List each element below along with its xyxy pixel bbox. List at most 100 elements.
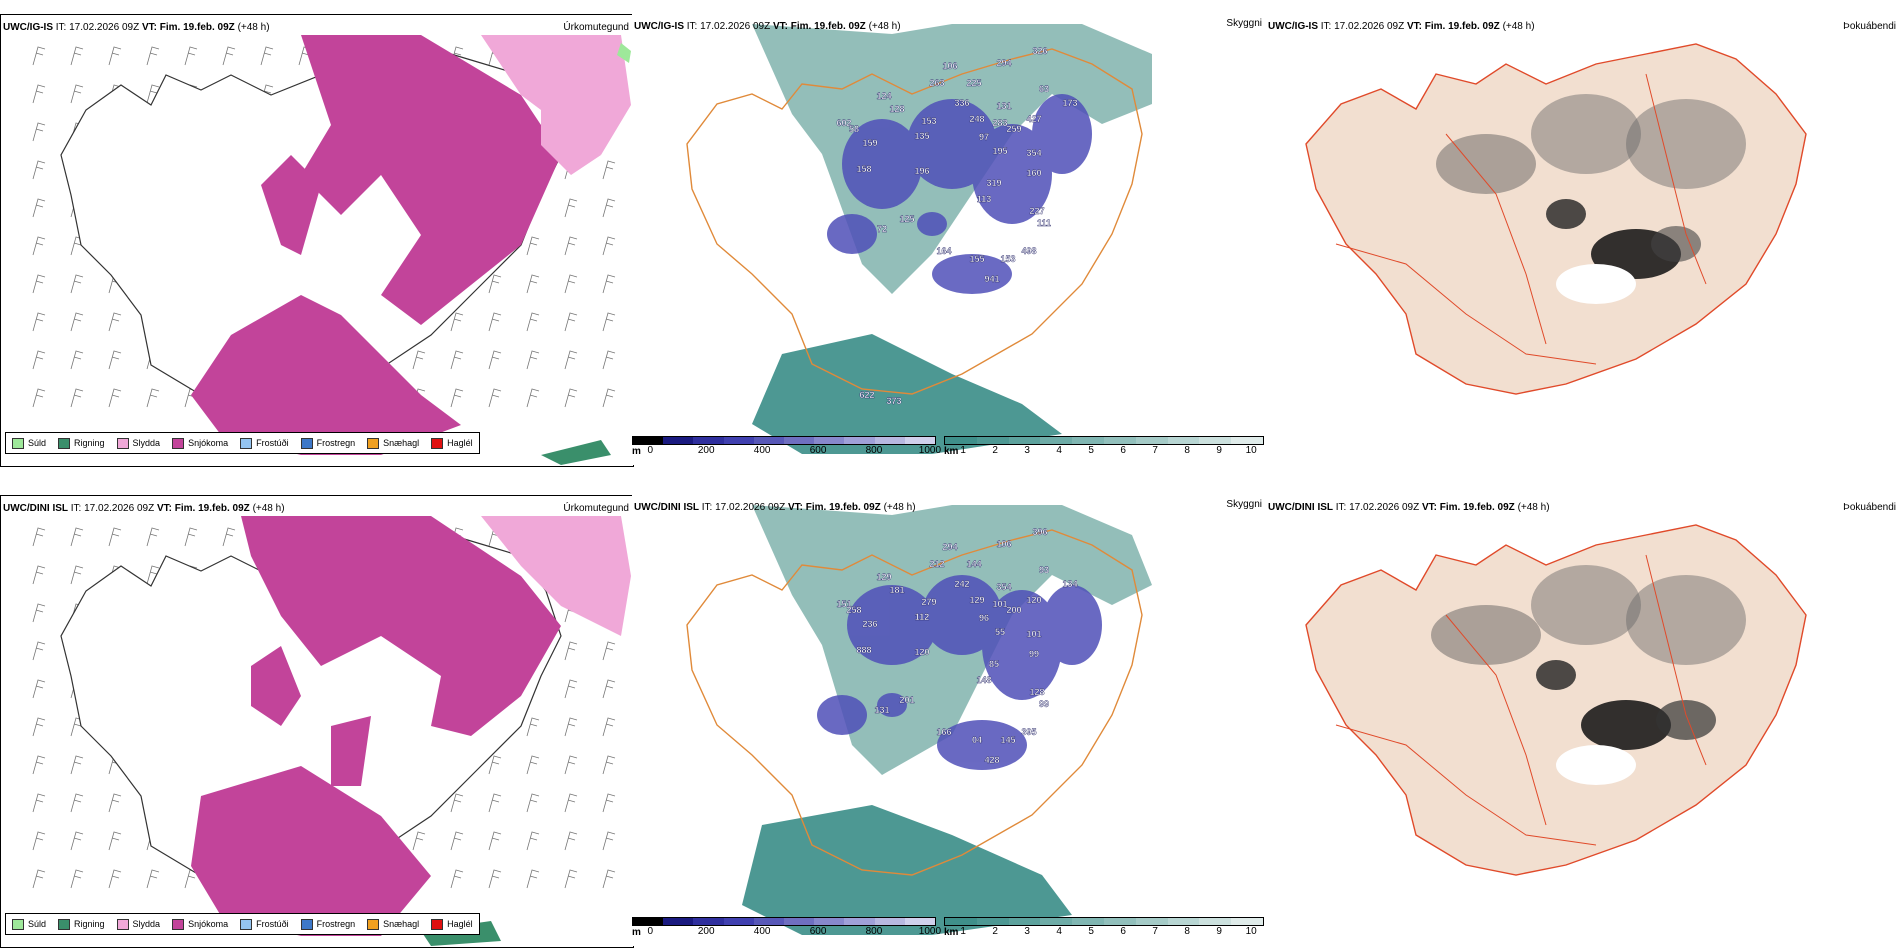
legend-swatch xyxy=(116,918,129,930)
cloud-base-label: 131 xyxy=(874,705,889,715)
wind-barb xyxy=(108,350,122,370)
wind-barb xyxy=(108,831,122,851)
wind-barb xyxy=(222,46,236,66)
sleet-areas xyxy=(481,516,631,636)
colorbar-cell xyxy=(1231,918,1263,925)
header-bottom-fog: UWC/DINI ISL IT: 17.02.2026 09Z VT: Fim.… xyxy=(1268,502,1550,513)
legend-label: Slydda xyxy=(132,919,161,929)
legend-label: Súld xyxy=(28,919,47,929)
vt-label: VT: xyxy=(1406,21,1422,32)
colorbar-tick: 1 xyxy=(960,926,966,937)
model-name: UWC/DINI ISL xyxy=(1268,502,1333,513)
cloud-base-label: 55 xyxy=(995,627,1005,637)
fog-map-bottom xyxy=(1305,524,1807,876)
wind-barb xyxy=(488,350,502,370)
cloud-base-label: 259 xyxy=(1006,124,1021,134)
colorbar-tick: 8 xyxy=(1184,926,1190,937)
snow-areas xyxy=(191,516,561,936)
colorbar-cell xyxy=(874,437,905,444)
wind-barb xyxy=(602,793,616,813)
sleet-areas xyxy=(481,35,631,175)
colorbar-cell xyxy=(663,437,694,444)
legend-label: Snæhagl xyxy=(383,438,420,448)
wind-barb xyxy=(70,350,84,370)
colorbar-cell xyxy=(693,437,724,444)
colorbar-tick: 6 xyxy=(1120,926,1126,937)
colorbar-cell xyxy=(945,437,977,444)
fog-roads xyxy=(1335,554,1707,846)
wind-barb xyxy=(450,312,464,332)
colorbar-tick: 1000 xyxy=(918,445,942,456)
visibility-field xyxy=(752,24,1152,454)
cloud-base-label: 263 xyxy=(929,78,944,88)
legend-label: Frostregn xyxy=(316,919,356,929)
model-name: UWC/DINI ISL xyxy=(634,502,699,513)
cloud-base-label: 941 xyxy=(984,274,999,284)
cloud-base-label: 236 xyxy=(862,619,877,629)
wind-barb xyxy=(602,831,616,851)
legend-swatch xyxy=(58,437,71,449)
wind-barb xyxy=(108,869,122,889)
iceland-land xyxy=(1305,524,1807,876)
low-cloud-blobs xyxy=(817,575,1102,770)
wind-barb xyxy=(32,831,46,851)
wind-barb xyxy=(488,869,502,889)
legend-item: Frostregn xyxy=(300,918,356,930)
it-label: IT: xyxy=(1335,502,1347,513)
cloud-base-label: 145 xyxy=(1000,735,1015,745)
fog-roads xyxy=(1335,73,1707,365)
fog-title: Þokuábendi xyxy=(1843,21,1896,32)
cloud-base-label: 113 xyxy=(977,194,992,204)
cloud-base-label: 164 xyxy=(936,246,951,256)
vt-value: Fim. 19.feb. 09Z xyxy=(805,502,881,513)
colorbar-cell xyxy=(844,918,875,925)
wind-barb xyxy=(70,46,84,66)
wind-barb xyxy=(450,793,464,813)
colorbar-cell xyxy=(784,437,815,444)
legend-swatch xyxy=(12,918,24,930)
precip-title: Úrkomutegund xyxy=(563,503,629,514)
cloud-base-label: 336 xyxy=(954,98,969,108)
cloud-base-label: 248 xyxy=(969,114,984,124)
cloud-base-label: 294 xyxy=(942,542,957,552)
wind-barb xyxy=(602,717,616,737)
vis-colorbar: 1 2 3 4 5 6 7 8 9 10 xyxy=(944,917,1264,938)
cloud-base-label: 195 xyxy=(992,146,1007,156)
wind-barb xyxy=(564,679,578,699)
wind-barb xyxy=(32,869,46,889)
cloud-base-label: 166 xyxy=(936,727,951,737)
wind-barb xyxy=(32,160,46,180)
legend-item: Súld xyxy=(12,437,47,449)
colorbar-cell xyxy=(1167,437,1200,444)
colorbar-tick: 6 xyxy=(1120,445,1126,456)
cloud-base-label: 159 xyxy=(862,138,877,148)
cloud-base-label: 131 xyxy=(996,101,1011,111)
wind-barb xyxy=(602,388,616,408)
vt-value: Fim. 19.feb. 09Z xyxy=(174,503,250,514)
legend-label: Súld xyxy=(28,438,47,448)
legend-label: Haglél xyxy=(447,438,473,448)
wind-barb xyxy=(146,84,160,104)
colorbar-tick: 5 xyxy=(1088,926,1094,937)
colorbar-cell xyxy=(723,437,754,444)
colorbar-cell xyxy=(1008,918,1041,925)
header-top-cloud: UWC/IG-IS IT: 17.02.2026 09Z VT: Fim. 19… xyxy=(634,21,901,32)
height-unit: m xyxy=(632,927,641,938)
vt-value: Fim. 19.feb. 09Z xyxy=(1439,502,1515,513)
colorbar-tick: 0 xyxy=(647,445,654,456)
model-name: UWC/DINI ISL xyxy=(3,503,68,514)
wind-barb xyxy=(526,236,540,256)
wind-barb xyxy=(526,312,540,332)
legend-swatch xyxy=(431,918,444,930)
cloud-base-label: 227 xyxy=(1029,206,1044,216)
wind-barb xyxy=(526,274,540,294)
wind-barb xyxy=(450,388,464,408)
it-label: IT: xyxy=(70,503,82,514)
cloud-base-label: 354 xyxy=(1026,148,1041,158)
cloud-base-label: 135 xyxy=(914,131,929,141)
height-unit: m xyxy=(632,446,641,457)
legend-swatch xyxy=(367,437,380,449)
wind-barb xyxy=(526,755,540,775)
